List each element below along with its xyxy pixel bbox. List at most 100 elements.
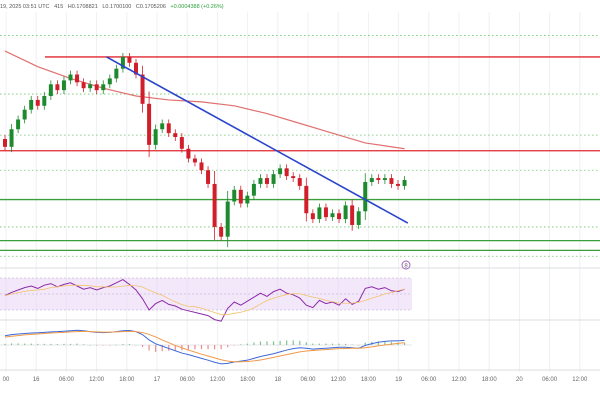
x-tick-label: 12:00 [331, 377, 347, 383]
moving-average-layer [4, 50, 405, 150]
candle-body [173, 133, 178, 138]
candle-body [251, 183, 256, 196]
candle-body [396, 183, 400, 186]
macd-histogram-bar [279, 340, 281, 345]
alert-marker-circle [401, 260, 411, 270]
candle-body [271, 174, 276, 184]
macd-histogram-bar [266, 341, 268, 345]
candle-body [258, 178, 263, 184]
bearish-trendline [106, 56, 409, 224]
macd-histogram-bar [246, 343, 248, 345]
candle-body [343, 205, 348, 220]
macd-signal-line [4, 330, 405, 363]
candle-body [232, 189, 237, 202]
macd-histogram-bar [109, 345, 111, 346]
x-tick-label: 18:00 [119, 377, 135, 383]
candle-body [199, 162, 204, 171]
macd-histogram-bar [200, 345, 203, 350]
x-tick-label: 12:00 [89, 377, 105, 383]
candle-body [153, 129, 158, 145]
macd-histogram-bar [305, 342, 307, 345]
header-change: +0.0004388 (+0.26%) [170, 4, 224, 10]
candle-body [140, 74, 145, 104]
candle-body [9, 129, 14, 147]
macd-histogram-bar [161, 345, 163, 352]
macd-histogram-bar [214, 345, 216, 350]
candle-body [147, 103, 152, 145]
macd-histogram-bar [135, 345, 137, 346]
macd-histogram-bar [69, 343, 72, 345]
moving-average-line [4, 50, 405, 150]
x-tick-label: 06:00 [59, 377, 75, 383]
rsi-panel [0, 277, 412, 322]
candle-body [219, 226, 224, 237]
horizontal-levels [0, 56, 600, 252]
rsi-signal-line [4, 284, 405, 316]
candle-body [81, 82, 86, 89]
macd-histogram-bar [358, 345, 360, 346]
x-tick-label: 12:00 [210, 377, 226, 383]
macd-histogram-bar [292, 340, 294, 345]
candle-body [304, 185, 309, 214]
x-tick-label: 17 [154, 377, 161, 383]
candle-body [238, 189, 243, 204]
candle-body [356, 211, 361, 225]
macd-histogram-bar [325, 343, 327, 345]
x-tick-label: 12:00 [451, 377, 467, 383]
macd-histogram-bar [318, 343, 320, 345]
macd-histogram-bar [233, 345, 235, 346]
x-tick-label: 00 [3, 377, 10, 383]
candle-body [330, 213, 335, 218]
candle-body [29, 99, 34, 110]
x-tick-label: 18:00 [240, 377, 256, 383]
macd-histogram-bar [253, 342, 255, 345]
macd-line [4, 329, 405, 365]
candle-body [179, 137, 184, 149]
dotted-levels [0, 35, 600, 257]
candle-body [245, 195, 250, 204]
x-tick-label: 12:00 [572, 377, 588, 383]
macd-histogram-bar [141, 345, 144, 348]
candle-body [363, 181, 368, 212]
x-tick-label: 06:00 [180, 377, 196, 383]
candle-body [22, 109, 27, 120]
candle-body [350, 205, 355, 225]
macd-histogram-bar [89, 345, 91, 346]
candle-body [376, 178, 381, 181]
candle-body [402, 180, 407, 186]
candle-body [88, 84, 93, 89]
macd-histogram-bar [207, 345, 209, 350]
x-tick-label: 06:00 [542, 377, 558, 383]
x-tick-label: 18 [274, 377, 281, 383]
candle-body [278, 168, 283, 175]
candle-body [206, 170, 211, 184]
macd-histogram-bar [384, 341, 386, 345]
macd-histogram-bar [96, 345, 98, 346]
candle-body [317, 207, 322, 220]
alert-marker[interactable]: 8 [401, 260, 411, 270]
macd-histogram-bar [63, 343, 65, 345]
candle-body [101, 84, 106, 91]
trendline-layer[interactable] [106, 56, 409, 224]
macd-histogram-bar [148, 345, 150, 351]
macd-histogram-bar [17, 343, 19, 345]
macd-histogram-bar [338, 343, 340, 345]
candle-body [61, 80, 66, 91]
candle-body [382, 178, 387, 181]
candle-body [120, 56, 125, 69]
macd-histogram-bar [331, 343, 334, 345]
macd-histogram-bar [122, 344, 124, 345]
macd-histogram-bar [345, 343, 347, 345]
macd-histogram-bar [102, 345, 104, 346]
candle-body [186, 148, 191, 159]
candles[interactable] [3, 53, 407, 248]
candle-body [323, 207, 328, 218]
header-high: H0.1708821 [67, 4, 98, 10]
header-close: C0.1705206 [135, 4, 166, 10]
candle-body [166, 123, 171, 134]
candle-body [48, 84, 53, 97]
macd-histogram-bar [37, 343, 39, 345]
macd-histogram-bar [174, 345, 176, 351]
candle-body [114, 68, 119, 79]
